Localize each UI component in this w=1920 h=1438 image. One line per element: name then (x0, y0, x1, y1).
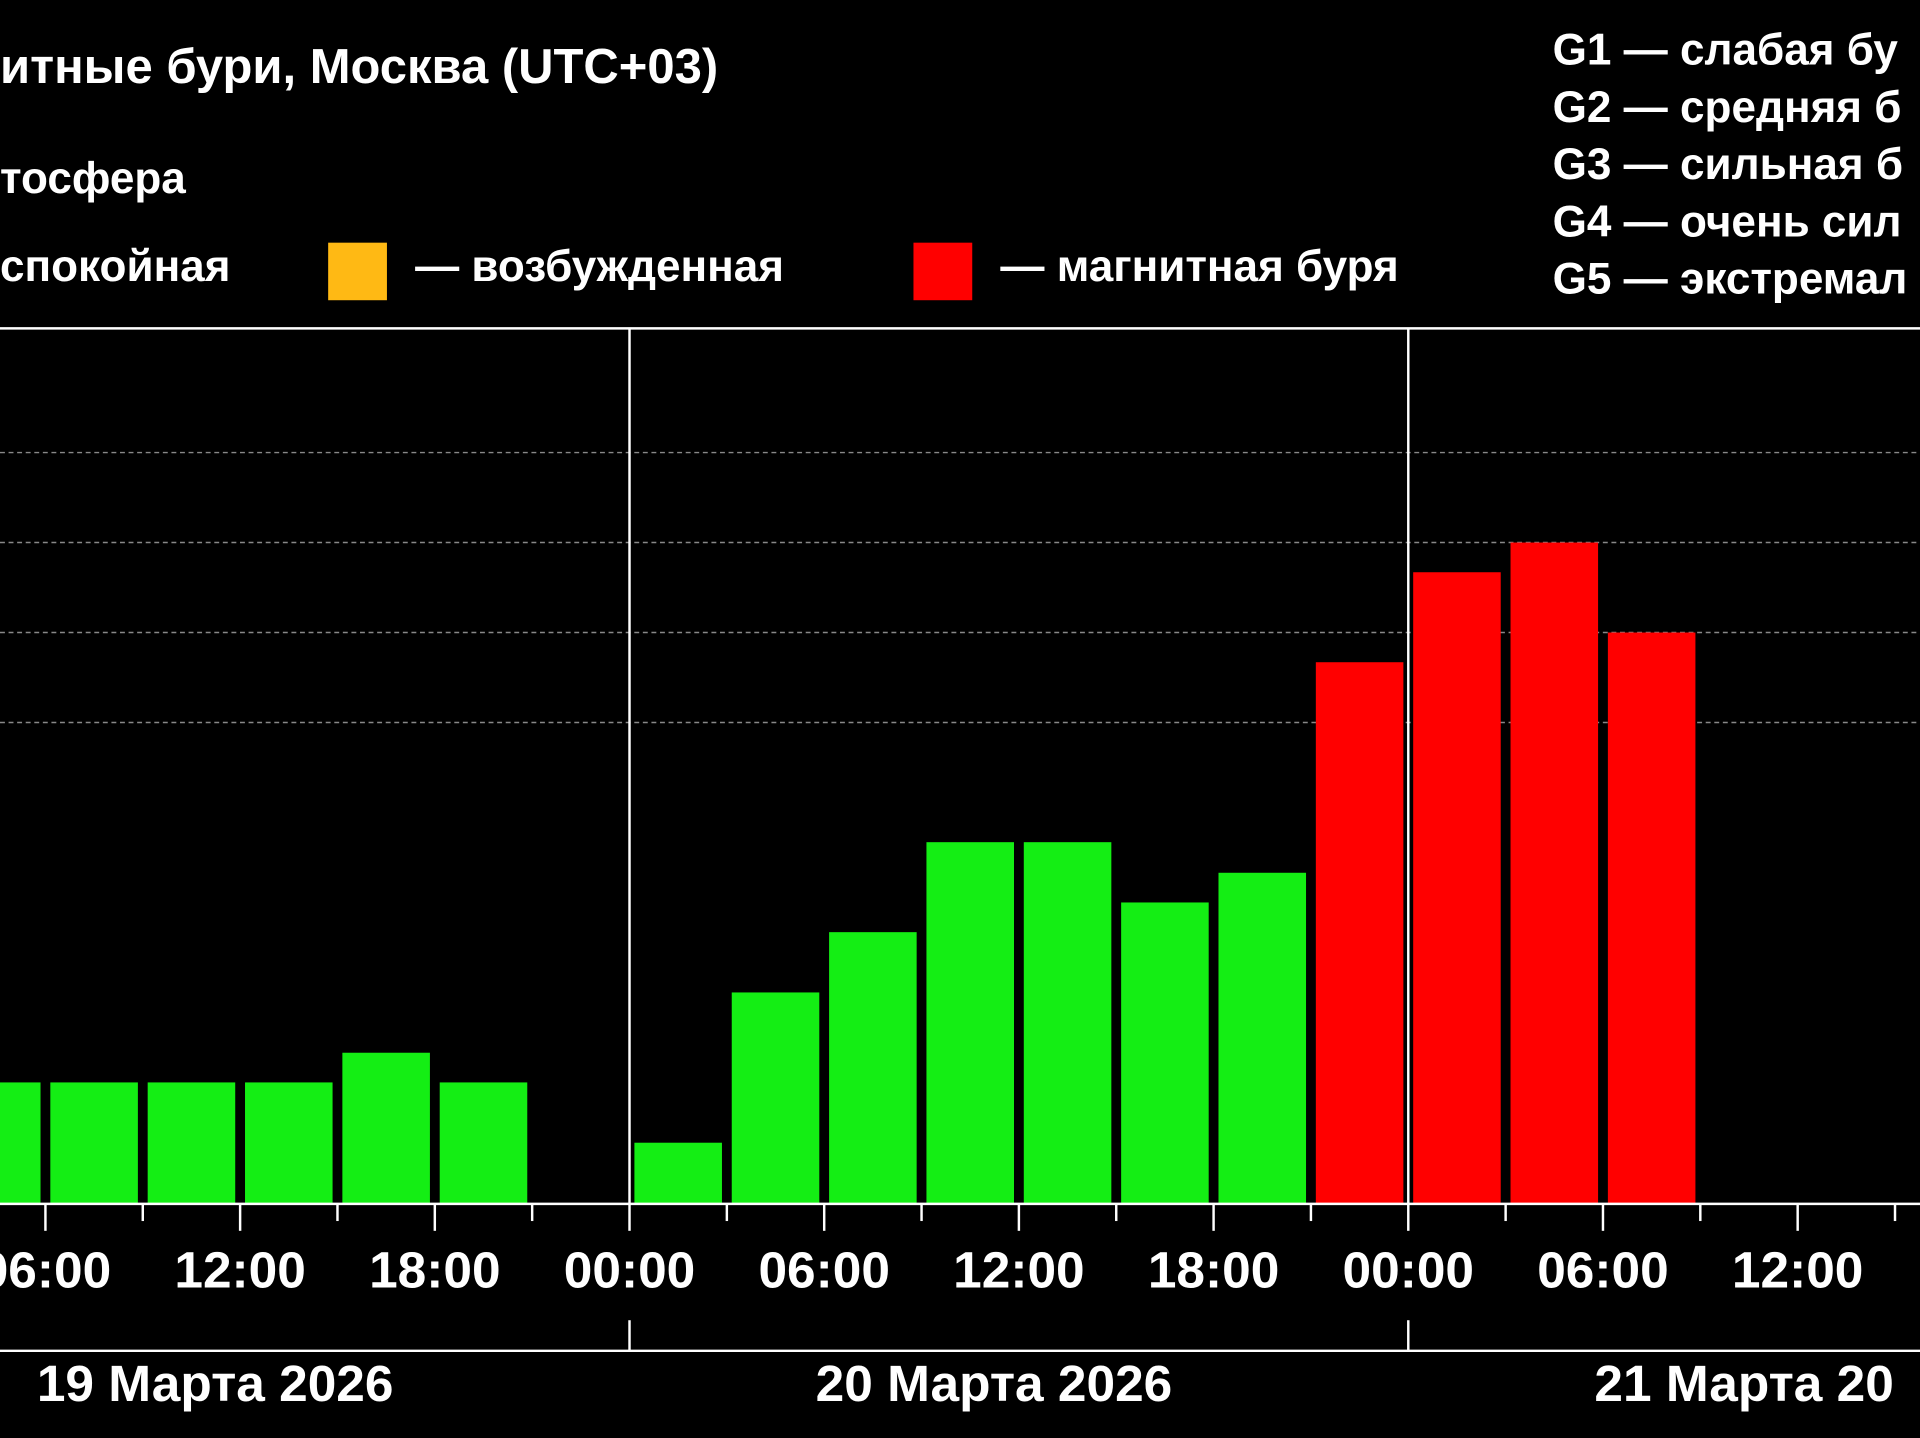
legend-label: — магнитная буря (1000, 242, 1398, 291)
legend-label: спокойная (0, 242, 230, 291)
chart-title: итные бури, Москва (UTC+03) (0, 40, 718, 94)
x-tick-label: 12:00 (953, 1240, 1084, 1298)
legend-swatch (913, 242, 973, 301)
bar (1121, 902, 1209, 1204)
bar (0, 1082, 41, 1204)
chart-subtitle: тосфера (0, 154, 186, 203)
day-label: 20 Марта 2026 (816, 1354, 1173, 1412)
x-tick-label: 00:00 (564, 1240, 695, 1298)
g-scale-label: G5 — экстремал (1553, 255, 1908, 304)
day-label: 19 Марта 2026 (37, 1354, 394, 1412)
legend-swatch (328, 242, 387, 301)
bar (245, 1082, 333, 1204)
x-tick-label: 06:00 (758, 1240, 889, 1298)
bar (1413, 572, 1501, 1204)
bar (634, 1142, 722, 1204)
bar (439, 1082, 528, 1204)
x-tick-label: 00:00 (1343, 1240, 1474, 1298)
x-tick-label: 12:00 (1732, 1240, 1863, 1298)
day-label: 21 Марта 20 (1594, 1354, 1893, 1412)
x-tick-label: 06:00 (0, 1240, 111, 1298)
bar (1218, 872, 1307, 1204)
bar (1315, 662, 1404, 1204)
x-tick-label: 12:00 (174, 1240, 305, 1298)
g-scale-label: G3 — сильная б (1553, 140, 1903, 189)
bar (1510, 542, 1599, 1204)
bar (731, 992, 820, 1204)
g-scale-label: G2 — средняя б (1553, 83, 1902, 132)
bar (1607, 632, 1696, 1204)
bar (829, 932, 917, 1204)
bar (926, 842, 1014, 1204)
bar (147, 1082, 236, 1204)
bar (1023, 842, 1112, 1204)
bar (50, 1082, 138, 1204)
x-tick-label: 06:00 (1537, 1240, 1668, 1298)
g-scale-label: G4 — очень сил (1553, 197, 1902, 246)
bar (342, 1052, 430, 1204)
x-tick-label: 18:00 (369, 1240, 500, 1298)
x-tick-label: 18:00 (1148, 1240, 1279, 1298)
legend-label: — возбужденная (415, 242, 784, 291)
g-scale-label: G1 — слабая бу (1553, 26, 1899, 75)
